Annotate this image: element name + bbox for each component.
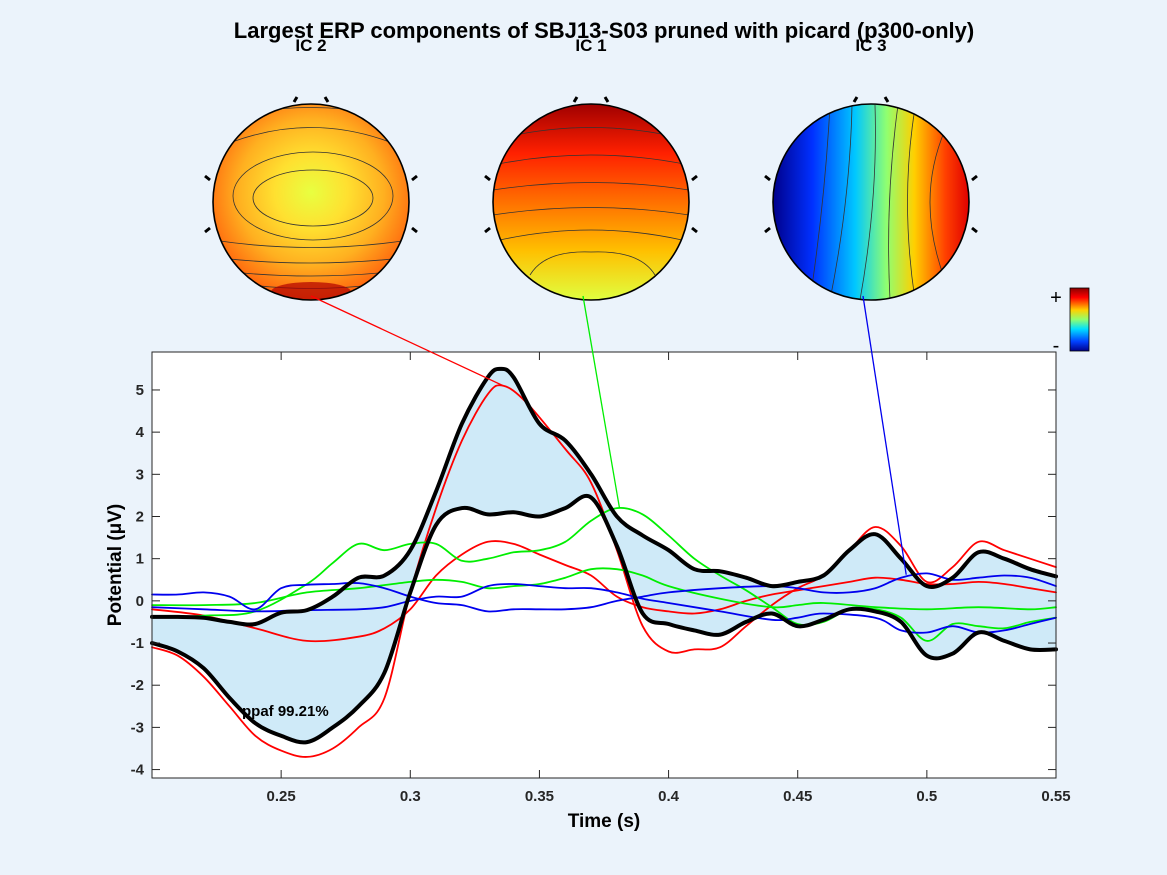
series-line-2 (151, 506, 1057, 642)
component-link-line (862, 295, 907, 575)
envelope-fill (152, 368, 1056, 743)
y-tick-label: 4 (136, 424, 145, 441)
x-tick-label: 0.35 (525, 788, 554, 805)
variance-annotation: ppaf 99.21% (242, 703, 329, 720)
series-line-0 (151, 384, 1057, 758)
series-layer (150, 366, 1058, 758)
y-tick-label: -4 (131, 762, 145, 779)
topomap-ic1-label: IC 1 (575, 36, 606, 55)
series-envelope-upper (150, 366, 1058, 627)
x-tick-label: 0.4 (658, 788, 680, 805)
series-line-5 (151, 583, 1057, 634)
x-tick-label: 0.3 (400, 788, 421, 805)
component-links (310, 295, 907, 575)
x-tick-label: 0.55 (1041, 788, 1070, 805)
x-tick-label: 0.25 (267, 788, 296, 805)
colorbar-minus-label: - (1053, 335, 1060, 357)
component-link-line (582, 295, 621, 509)
x-axis-label: Time (s) (568, 811, 641, 832)
y-tick-label: 3 (136, 466, 144, 483)
y-tick-label: 1 (136, 551, 144, 568)
topomap-ic2: IC 2 (204, 36, 418, 301)
y-tick-label: -3 (131, 719, 144, 736)
tick-layer: 0.25 0.3 0.35 0.4 0.45 0.5 0.55 -4 -3 -2 -1 0 1 2 3 4 5 (131, 352, 1071, 805)
series-line-3 (151, 567, 1057, 611)
series-envelope-lower (150, 494, 1058, 745)
colorbar: + - (1050, 287, 1090, 357)
y-tick-label: -1 (131, 635, 144, 652)
figure-title: Largest ERP components of SBJ13-S03 prun… (234, 18, 974, 43)
axes-box (151, 351, 1057, 779)
topomap-ic1: IC 1 (484, 36, 698, 301)
x-tick-label: 0.45 (783, 788, 812, 805)
topomap-ic2-label: IC 2 (295, 36, 326, 55)
x-tick-label: 0.5 (916, 788, 937, 805)
y-tick-label: 5 (136, 382, 144, 399)
colorbar-plus-label: + (1050, 287, 1062, 309)
y-tick-label: 2 (136, 508, 144, 525)
component-link-line (310, 295, 504, 387)
y-tick-label: -2 (131, 677, 144, 694)
y-axis-label: Potential (μV) (105, 504, 126, 626)
topomap-ic3: IC 3 (764, 36, 978, 301)
y-tick-label: 0 (136, 593, 144, 610)
topomap-ic3-label: IC 3 (855, 36, 886, 55)
